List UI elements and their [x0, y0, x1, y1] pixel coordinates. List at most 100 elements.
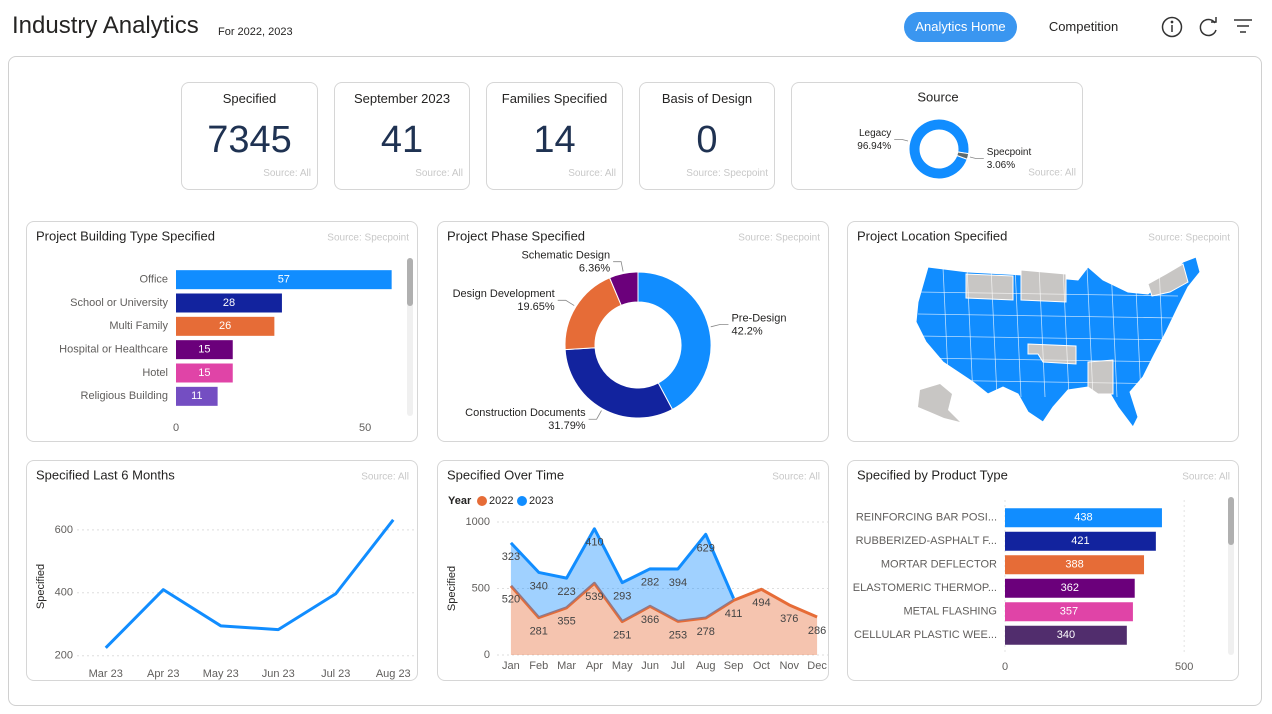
data-label: 340: [530, 580, 548, 592]
data-label: 286: [808, 625, 826, 637]
nav-button[interactable]: Competition: [1048, 19, 1119, 34]
us-map: [915, 256, 1201, 428]
source-note: Source: All: [772, 472, 820, 483]
x-tick-label: Oct: [753, 660, 770, 672]
y-tick-label: 200: [55, 650, 73, 662]
state-border: [942, 266, 950, 398]
x-tick-label: Jan: [502, 660, 520, 672]
data-label: 376: [780, 613, 798, 625]
bar: [176, 363, 233, 383]
legend-label: 2023: [529, 495, 553, 507]
y-tick-label: 500: [472, 582, 490, 594]
x-tick-label: Jun 23: [262, 668, 295, 680]
category-label: Religious Building: [81, 390, 168, 402]
chart-card: Source Source: All Legacy 96.94% Specpoint 3.…: [791, 82, 1083, 190]
slice-label: Construction Documents: [465, 407, 586, 419]
bar: [1005, 625, 1127, 645]
bar: [176, 340, 233, 360]
refresh-icon[interactable]: [1199, 17, 1217, 37]
x-tick-label: 500: [1175, 661, 1193, 673]
leader-line: [557, 299, 575, 306]
page-subtitle: For 2022, 2023: [218, 26, 293, 38]
filter-icon[interactable]: [1234, 19, 1252, 33]
source-note: Source: Specpoint: [327, 233, 409, 244]
bar-value-label: 57: [278, 274, 290, 286]
state-border: [1086, 266, 1094, 398]
state-border: [966, 266, 974, 398]
legend-swatch: [517, 496, 527, 506]
state-border: [1038, 266, 1046, 398]
slice-label: Schematic Design: [521, 250, 610, 262]
leader-line: [894, 139, 909, 142]
bar-value-label: 357: [1060, 606, 1078, 618]
source-note: Source: All: [1028, 168, 1076, 179]
kpi-value: 0: [696, 119, 718, 161]
x-tick-label: Jul: [671, 660, 685, 672]
category-label: CELLULAR PLASTIC WEE...: [854, 629, 997, 641]
kpi-card: Families Specified 14 Source: All: [486, 82, 623, 190]
y-tick-label: 1000: [466, 516, 490, 528]
kpi-card: Basis of Design 0 Source: Specpoint: [639, 82, 775, 190]
data-label: 629: [697, 542, 715, 554]
state-border: [1110, 266, 1118, 398]
state-border: [1062, 266, 1070, 398]
state-border: [917, 291, 1179, 297]
x-tick-label: 0: [173, 422, 179, 434]
info-icon[interactable]: [1161, 16, 1183, 38]
area-line: [509, 581, 818, 624]
category-label: School or University: [70, 297, 168, 309]
toolbar-icons: [1161, 16, 1252, 38]
bar: [1005, 531, 1156, 551]
donut-slice: [608, 271, 639, 307]
x-tick-label: Aug 23: [376, 668, 411, 680]
bar-value-label: 340: [1057, 629, 1075, 641]
x-tick-label: Jun: [641, 660, 659, 672]
kpi-title: Families Specified: [501, 91, 608, 106]
x-tick-label: Sep: [724, 660, 744, 672]
bar-value-label: 421: [1071, 535, 1089, 547]
kpi-card: September 2023 41 Source: All: [334, 82, 470, 190]
bar: [1005, 555, 1145, 575]
bar: [1005, 508, 1162, 528]
kpi-value: 14: [533, 119, 576, 161]
y-tick-label: 400: [55, 587, 73, 599]
legend-title: Year: [448, 495, 472, 507]
state-no-data: [965, 273, 1014, 301]
bar: [176, 293, 282, 313]
kpi-note: Source: Specpoint: [686, 168, 768, 179]
chart-title: Specified Over Time: [447, 467, 564, 482]
state-border: [917, 379, 1179, 385]
chart-title: Source: [917, 89, 958, 104]
slice-value: 19.65%: [517, 301, 555, 313]
chart-card: Project Building Type Specified Source: S…: [26, 221, 418, 442]
line-series: [104, 518, 395, 649]
chart: Source Source: All Legacy 96.94% Specpoint 3.…: [857, 89, 1076, 180]
chart-card: Project Location Specified Source: Specpo…: [847, 221, 1239, 442]
slice-value: 96.94%: [857, 141, 891, 152]
leader-line: [588, 410, 602, 420]
kpi-note: Source: All: [415, 168, 463, 179]
data-label: 223: [557, 586, 575, 598]
chart: Project Location Specified Source: Specpo…: [857, 228, 1230, 428]
data-label: 520: [502, 594, 520, 606]
x-tick-label: Apr 23: [147, 668, 179, 680]
x-tick-label: May: [612, 660, 633, 672]
alaska: [918, 384, 960, 422]
x-tick-label: Mar: [557, 660, 576, 672]
slice-value: 3.06%: [987, 160, 1015, 171]
state-border: [990, 266, 998, 398]
scrollbar-thumb: [407, 258, 413, 306]
nav-button[interactable]: Analytics Home: [904, 12, 1017, 42]
chart-card: Specified Last 6 Months Source: All 200 400…: [26, 460, 418, 681]
donut-slice: [637, 271, 712, 411]
data-label: 539: [585, 591, 603, 603]
bar-value-label: 15: [198, 367, 210, 379]
chart: Project Building Type Specified Source: S…: [36, 228, 413, 434]
chart-card: Project Phase Specified Source: Specpoint…: [437, 221, 829, 442]
donut-slice: [564, 347, 674, 419]
kpi-note: Source: All: [263, 168, 311, 179]
category-label: Hospital or Healthcare: [59, 344, 168, 356]
data-label: 410: [585, 537, 603, 549]
category-label: Multi Family: [109, 320, 168, 332]
chart: Specified Last 6 Months Source: All 200 400…: [35, 467, 417, 680]
